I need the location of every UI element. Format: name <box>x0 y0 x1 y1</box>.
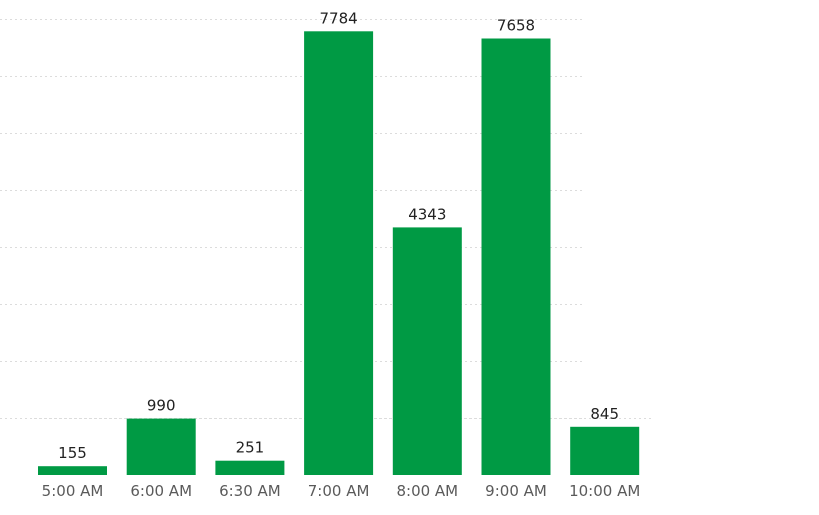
bars <box>38 31 640 476</box>
bar-6-30-am <box>215 460 285 475</box>
bar-8-00-am <box>392 227 462 475</box>
data-label: 155 <box>58 444 87 462</box>
bar-7-00-am <box>304 31 374 476</box>
x-tick-label: 6:30 AM <box>219 482 281 500</box>
bar-9-00-am <box>481 38 551 475</box>
x-tick-label: 6:00 AM <box>130 482 192 500</box>
x-tick-label: 7:00 AM <box>308 482 370 500</box>
x-axis-ticks: 5:00 AM 6:00 AM 6:30 AM 7:00 AM 8:00 AM 9:00 … <box>42 482 641 500</box>
bar-5-00-am <box>38 466 107 475</box>
data-label: 7658 <box>497 17 535 35</box>
data-labels: 155 990 251 7784 4343 7658 845 <box>58 9 619 462</box>
x-tick-label: 10:00 AM <box>569 482 640 500</box>
x-tick-label: 5:00 AM <box>42 482 104 500</box>
data-label: 845 <box>590 405 619 423</box>
bar-10-00-am <box>570 426 640 475</box>
data-label: 4343 <box>408 205 446 223</box>
data-label: 990 <box>147 397 176 415</box>
data-label: 251 <box>236 439 265 457</box>
data-label: 7784 <box>320 9 358 27</box>
bar-6-00-am <box>126 418 196 475</box>
x-tick-label: 9:00 AM <box>485 482 547 500</box>
x-tick-label: 8:00 AM <box>396 482 458 500</box>
